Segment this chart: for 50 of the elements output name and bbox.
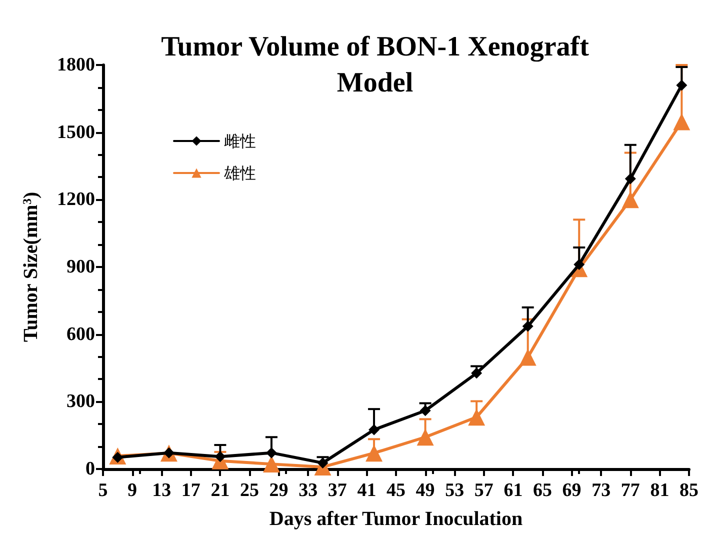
x-tick-label: 29 (269, 480, 288, 501)
x-tick-label: 77 (620, 480, 640, 501)
x-tick-label: 65 (533, 480, 552, 501)
x-tick-label: 37 (328, 480, 348, 501)
x-tick-label: 49 (416, 480, 435, 501)
x-tick-label: 81 (650, 480, 670, 501)
point (366, 444, 383, 462)
y-tick-label: 1500 (57, 122, 95, 143)
point (673, 113, 690, 130)
point (266, 447, 277, 458)
x-tick-label: 5 (98, 480, 108, 501)
x-tick-label: 53 (445, 480, 464, 501)
y-axis-title: Tumor Size(mm3) (20, 192, 42, 342)
y-tick-label: 900 (66, 256, 95, 278)
point (522, 320, 534, 332)
y-tick-label: 600 (66, 324, 95, 345)
point (262, 456, 280, 473)
x-tick-label: 25 (240, 480, 259, 501)
x-tick-label: 69 (562, 480, 582, 501)
y-tick-label: 1200 (57, 189, 95, 210)
x-tick-label: 73 (592, 480, 611, 501)
x-tick-label: 9 (128, 480, 138, 501)
point (468, 408, 486, 426)
point (368, 424, 380, 436)
x-tick-label: 85 (680, 480, 698, 501)
point (214, 451, 226, 462)
x-tick-label: 41 (357, 480, 376, 501)
x-tick-label: 45 (386, 480, 406, 501)
point (676, 80, 688, 91)
x-tick-label: 33 (298, 480, 318, 501)
point (317, 457, 328, 468)
y-tick-label: 0 (86, 458, 95, 480)
legend-label: 雄性 (223, 164, 256, 182)
x-axis-title: Days after Tumor Inoculation (269, 508, 523, 530)
legend-label: 雌性 (224, 132, 256, 150)
point (574, 259, 585, 270)
point (420, 405, 431, 416)
point (471, 368, 482, 379)
point (622, 191, 639, 208)
x-tick-label: 21 (210, 480, 230, 501)
point (416, 428, 434, 446)
x-tick-label: 17 (181, 480, 201, 501)
point (624, 173, 636, 184)
y-tick-label: 1800 (57, 54, 95, 76)
x-tick-label: 57 (474, 480, 494, 501)
point (519, 348, 536, 366)
x-tick-label: 13 (152, 480, 172, 501)
chart-title: Tumor Volume of BON-1 Xenograft Model (161, 32, 590, 98)
x-tick-label: 61 (504, 480, 523, 501)
y-tick-label: 300 (66, 391, 95, 412)
